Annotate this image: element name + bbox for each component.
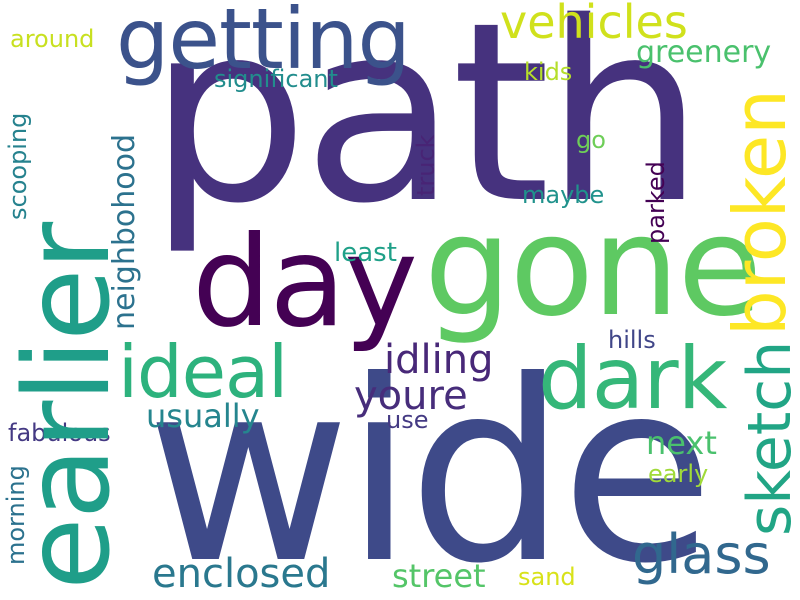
word-parked: parked	[642, 161, 670, 244]
word-enclosed: enclosed	[152, 551, 331, 597]
word-go: go	[576, 126, 606, 154]
word-usually: usually	[146, 397, 260, 435]
word-significant: significant	[214, 65, 338, 93]
word-fabulous: fabulous	[8, 419, 111, 447]
word-kids: kids	[524, 58, 573, 86]
word-greenery: greenery	[636, 35, 772, 70]
word-dark: dark	[538, 329, 727, 429]
word-broken: broken	[718, 89, 800, 336]
word-early: early	[648, 460, 709, 488]
word-sketch: sketch	[735, 340, 800, 536]
word-wide: wide	[146, 327, 714, 600]
word-scooping: scooping	[4, 112, 32, 220]
word-getting: getting	[116, 0, 411, 88]
word-gone: gone	[424, 186, 762, 347]
word-glass: glass	[632, 523, 771, 586]
word-neighbohood: neighbohood	[107, 133, 142, 330]
word-day: day	[192, 210, 418, 355]
word-youre: youre	[354, 373, 468, 419]
word-path: path	[148, 0, 705, 258]
word-next: next	[646, 424, 717, 462]
word-around: around	[10, 25, 95, 53]
word-vehicles: vehicles	[500, 0, 688, 49]
word-use: use	[386, 406, 429, 434]
word-street: street	[392, 557, 486, 595]
word-sand: sand	[518, 563, 576, 591]
word-hills: hills	[608, 326, 656, 354]
word-morning: morning	[2, 465, 30, 565]
word-ideal: ideal	[118, 330, 288, 414]
word-idling: idling	[384, 337, 494, 383]
word-truck: truck	[412, 134, 440, 196]
word-least: least	[334, 238, 397, 268]
word-maybe: maybe	[522, 181, 605, 209]
